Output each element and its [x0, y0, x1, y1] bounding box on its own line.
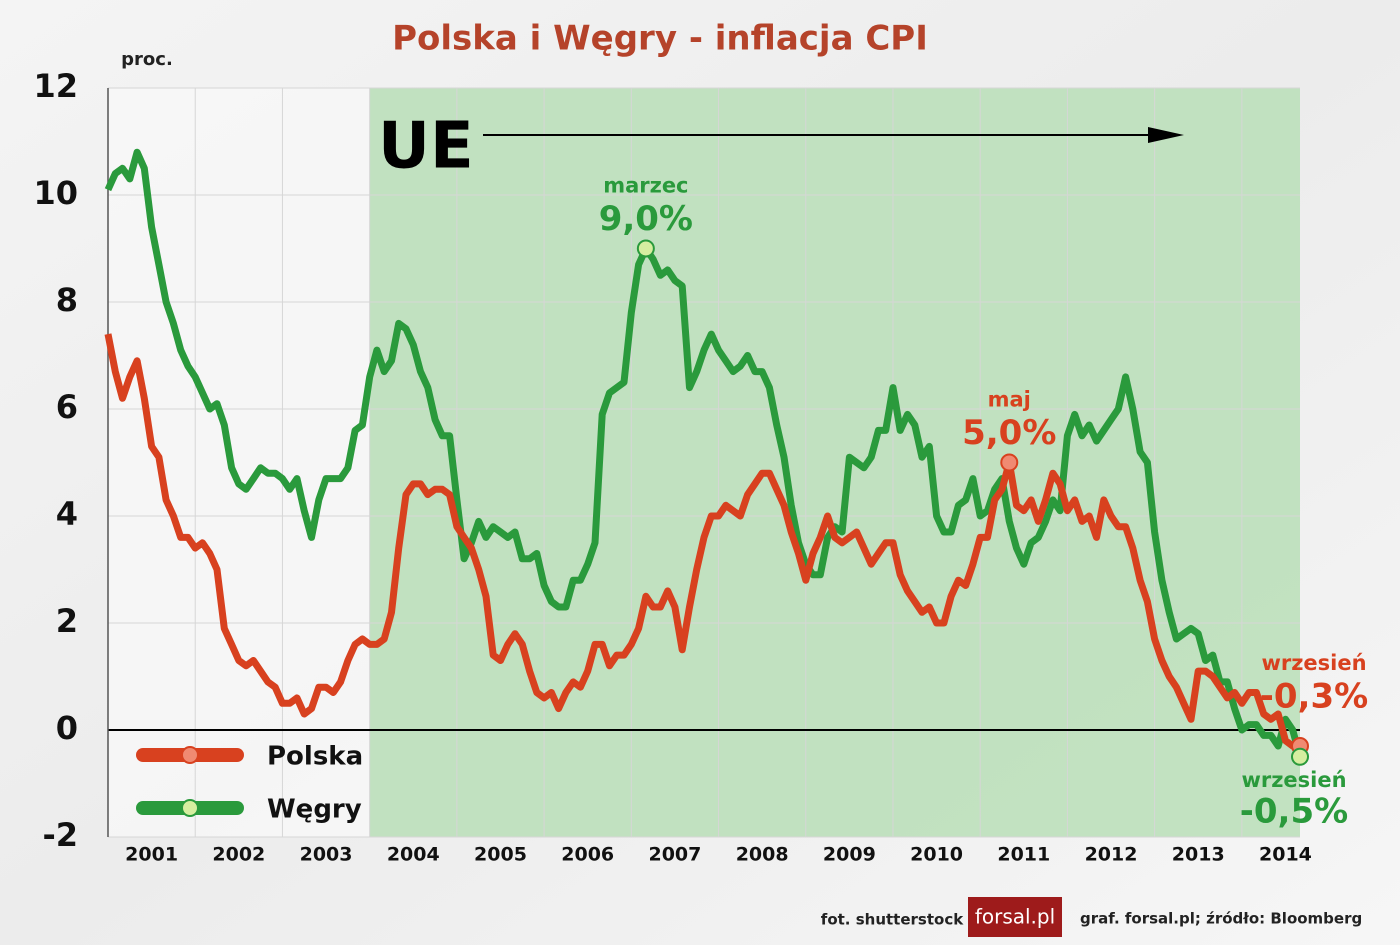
x-tick-label: 2006 — [561, 844, 614, 866]
x-tick-label: 2010 — [910, 844, 963, 866]
annotation-label: 9,0% — [599, 199, 693, 239]
y-tick-label: 0 — [56, 709, 78, 747]
x-tick-label: 2005 — [474, 844, 527, 866]
annotation-label: 5,0% — [962, 413, 1056, 453]
annotation-note: wrzesień — [1261, 651, 1366, 675]
x-tick-label: 2012 — [1085, 844, 1138, 866]
annotation-note: wrzesień — [1241, 768, 1346, 792]
annotation-note: marzec — [603, 174, 688, 198]
y-tick-label: 12 — [33, 67, 78, 105]
y-tick-label: -2 — [42, 816, 78, 854]
x-tick-label: 2011 — [997, 844, 1050, 866]
point-marker — [636, 239, 655, 258]
y-axis-label: proc. — [121, 49, 173, 70]
x-tick-label: 2003 — [300, 844, 353, 866]
x-tick-label: 2014 — [1259, 844, 1312, 866]
eu-period — [369, 88, 1300, 837]
legend-marker — [181, 799, 199, 817]
y-tick-label: 8 — [56, 281, 78, 319]
y-tick-label: 10 — [33, 174, 78, 212]
chart-title: Polska i Węgry - inflacja CPI — [392, 19, 928, 59]
point-marker — [1291, 747, 1309, 766]
x-tick-label: 2001 — [125, 844, 178, 866]
legend-label: Węgry — [267, 795, 362, 825]
x-tick-label: 2008 — [736, 844, 789, 866]
x-tick-label: 2013 — [1172, 844, 1225, 866]
x-tick-label: 2004 — [387, 844, 440, 866]
x-tick-label: 2009 — [823, 844, 876, 866]
legend-marker — [181, 746, 199, 764]
y-tick-label: 4 — [56, 495, 78, 533]
y-tick-label: 2 — [56, 602, 78, 640]
annotation-note: maj — [988, 388, 1031, 412]
logo-box — [968, 897, 1062, 937]
x-tick-label: 2002 — [212, 844, 265, 866]
annotation-label: -0,3% — [1260, 677, 1368, 717]
footer-photo: fot. shutterstock — [821, 911, 964, 929]
eu-arrow-head — [1148, 127, 1184, 143]
series-line — [104, 333, 1300, 750]
eu-label: UE — [378, 110, 474, 184]
series-line — [104, 148, 1304, 758]
footer-source: graf. forsal.pl; źródło: Bloomberg — [1080, 910, 1362, 928]
annotation-label: -0,5% — [1240, 791, 1348, 831]
point-marker — [1000, 453, 1019, 472]
y-tick-label: 6 — [56, 388, 78, 426]
legend-label: Polska — [267, 742, 363, 772]
logo: forsal.pl — [975, 905, 1055, 929]
x-tick-label: 2007 — [648, 844, 701, 866]
